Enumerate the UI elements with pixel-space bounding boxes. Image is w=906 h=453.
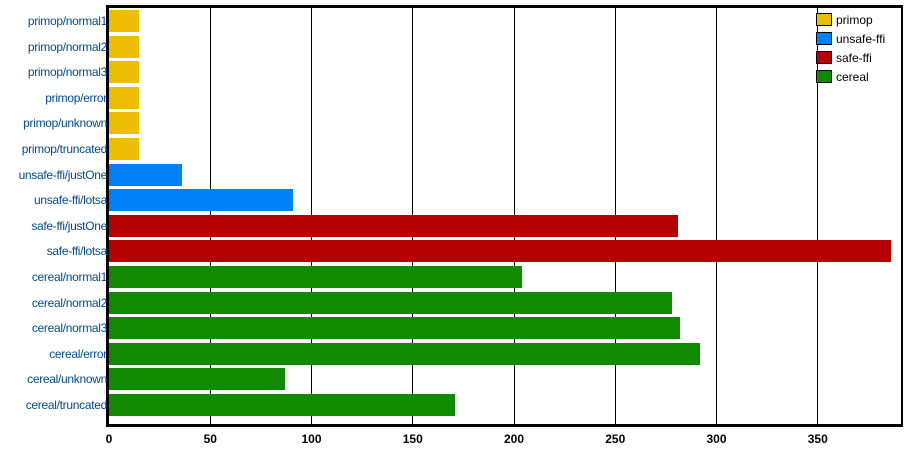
gridline xyxy=(817,5,819,427)
legend-item-unsafe-ffi: unsafe-ffi xyxy=(816,29,885,48)
y-axis-label: primop/normal2 xyxy=(27,39,107,54)
bar-cereal xyxy=(109,342,701,365)
bar-safe-ffi xyxy=(109,214,679,237)
bar-safe-ffi xyxy=(109,240,891,263)
x-tick-label: 150 xyxy=(402,432,423,446)
bar-primop xyxy=(109,61,140,84)
legend-item-safe-ffi: safe-ffi xyxy=(816,48,885,67)
x-tick-label: 0 xyxy=(105,432,113,446)
legend-swatch xyxy=(816,51,832,64)
y-axis-label: cereal/normal3 xyxy=(31,321,107,336)
y-axis-label: safe-ffi/justOne xyxy=(31,218,107,233)
x-tick-label: 200 xyxy=(503,432,525,446)
legend-label: unsafe-ffi xyxy=(836,31,886,46)
legend: primop unsafe-ffi safe-ffi cereal xyxy=(816,10,885,86)
bar-cereal xyxy=(109,291,672,314)
y-axis-label: primop/truncated xyxy=(21,142,108,156)
legend-swatch xyxy=(816,32,832,45)
y-axis-label: primop/normal1 xyxy=(27,14,107,28)
y-axis-label: cereal/truncated xyxy=(25,398,108,412)
y-axis-label: primop/error xyxy=(45,90,107,105)
plot-area xyxy=(106,5,903,427)
y-axis-label: cereal/unknown xyxy=(27,372,107,387)
y-axis-label: primop/unknown xyxy=(23,116,107,131)
x-tick-label: 300 xyxy=(706,432,727,446)
y-axis-label: cereal/normal1 xyxy=(31,270,107,284)
y-axis-label: unsafe-ffi/lotsa xyxy=(33,193,107,208)
y-axis-label: primop/normal3 xyxy=(27,65,107,80)
bar-unsafe-ffi xyxy=(109,189,294,212)
x-tick-label: 250 xyxy=(605,432,626,446)
bar-primop xyxy=(109,10,140,32)
bar-primop xyxy=(109,138,140,160)
x-tick-label: 100 xyxy=(301,432,322,446)
y-axis-label: safe-ffi/lotsa xyxy=(46,244,108,259)
y-axis-label: unsafe-ffi/justOne xyxy=(18,167,108,182)
legend-swatch xyxy=(816,70,832,83)
bar-cereal xyxy=(109,317,681,340)
bar-cereal xyxy=(109,394,456,416)
legend-label: primop xyxy=(836,12,873,27)
legend-item-cereal: cereal xyxy=(816,67,885,86)
y-axis-label: cereal/normal2 xyxy=(31,295,107,310)
bar-cereal xyxy=(109,266,523,288)
bar-primop xyxy=(109,86,140,109)
bar-primop xyxy=(109,112,140,135)
x-tick-label: 350 xyxy=(807,432,828,446)
legend-swatch xyxy=(816,13,832,26)
legend-item-primop: primop xyxy=(816,10,885,29)
bar-primop xyxy=(109,35,140,58)
bar-cereal xyxy=(109,368,286,391)
bar-unsafe-ffi xyxy=(109,163,182,186)
legend-label: safe-ffi xyxy=(836,50,872,65)
y-axis-label: cereal/error xyxy=(49,346,107,361)
x-tick-label: 50 xyxy=(203,432,217,446)
gridline xyxy=(716,5,717,427)
legend-label: cereal xyxy=(836,69,869,84)
